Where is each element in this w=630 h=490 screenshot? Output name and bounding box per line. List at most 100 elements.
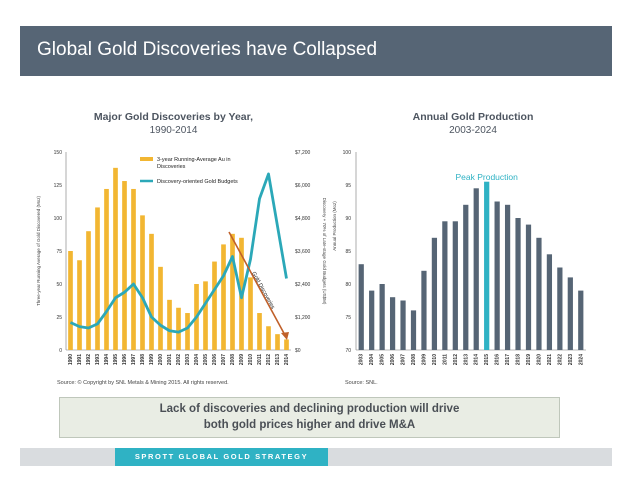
x-tick-label: 1991 <box>77 354 83 365</box>
x-tick-label: 1992 <box>86 354 92 365</box>
left-tick-label: 100 <box>54 216 63 222</box>
production-x-tick-label: 2015 <box>484 354 490 365</box>
production-x-tick-label: 2010 <box>432 354 438 365</box>
production-x-tick-label: 2008 <box>411 354 417 365</box>
production-bar <box>536 237 542 350</box>
right-tick-label: $1,200 <box>295 315 311 321</box>
decline-arrow <box>228 231 287 338</box>
x-tick-label: 2007 <box>221 354 227 365</box>
x-tick-label: 1999 <box>149 354 155 365</box>
production-tick-label: 95 <box>345 183 351 189</box>
production-x-tick-label: 2019 <box>526 354 532 365</box>
x-tick-label: 2003 <box>185 354 191 365</box>
discovery-bar <box>158 266 163 350</box>
footer-strip: SPROTT GLOBAL GOLD STRATEGY <box>115 448 328 466</box>
production-bar <box>421 270 427 350</box>
legend-swatch-discoveries <box>140 157 153 161</box>
production-chart: Annual Gold Production 2003-2024 70 75 80 85 9… <box>332 111 586 365</box>
discovery-bar <box>248 277 253 350</box>
production-bar <box>525 224 532 350</box>
decline-arrow-head <box>281 332 289 340</box>
production-bar <box>400 300 406 350</box>
x-tick-label: 1996 <box>122 354 128 365</box>
production-x-tick-label: 2022 <box>557 354 563 365</box>
production-bar <box>504 204 511 350</box>
discovery-bar <box>113 167 118 350</box>
production-x-tick-label: 2023 <box>568 354 574 365</box>
x-tick-label: 1993 <box>95 354 101 365</box>
production-title: Annual Gold Production <box>413 111 534 123</box>
x-tick-label: 2009 <box>239 354 245 365</box>
message-line-1: Lack of discoveries and declining produc… <box>159 403 460 415</box>
production-x-tick-label: 2020 <box>536 354 542 365</box>
production-bar <box>473 188 479 350</box>
production-bar <box>369 290 375 350</box>
production-bar <box>546 254 553 350</box>
discovery-bar <box>149 233 154 350</box>
discovery-bar <box>176 307 181 350</box>
x-tick-label: 1997 <box>131 354 137 365</box>
production-x-tick-label: 2014 <box>474 354 480 365</box>
x-tick-label: 1994 <box>104 354 110 365</box>
x-tick-label: 1995 <box>113 354 119 365</box>
production-subtitle: 2003-2024 <box>449 125 497 136</box>
production-x-tick-label: 2018 <box>516 354 522 365</box>
discovery-bar <box>203 281 208 350</box>
discovery-bar <box>275 334 280 350</box>
peak-production-bar <box>484 181 490 350</box>
discovery-bar <box>68 251 73 350</box>
production-bar <box>567 277 573 350</box>
production-tick-label: 85 <box>345 249 351 255</box>
discovery-bar <box>257 313 262 350</box>
discovery-bar <box>131 188 136 350</box>
discovery-bar <box>266 326 271 350</box>
discovery-bar <box>167 299 172 350</box>
production-tick-label: 75 <box>345 315 351 321</box>
x-tick-label: 2012 <box>266 354 272 365</box>
legend-label-budgets: Discovery-oriented Gold Budgets <box>157 179 238 185</box>
production-bar <box>431 237 438 350</box>
x-tick-label: 1990 <box>68 354 74 365</box>
left-tick-label: 25 <box>56 315 62 321</box>
production-tick-label: 90 <box>345 216 351 222</box>
production-x-tick-label: 2016 <box>495 354 501 365</box>
left-tick-label: 50 <box>56 282 62 288</box>
x-tick-label: 2002 <box>176 354 182 365</box>
discovery-bar <box>104 188 109 350</box>
discovery-bar <box>185 313 190 350</box>
production-source: Source: SNL. <box>345 380 378 386</box>
discoveries-source: Source: © Copyright by SNL Metals & Mini… <box>57 380 229 386</box>
production-bar <box>452 221 458 350</box>
production-bar <box>578 290 584 350</box>
x-tick-label: 2013 <box>275 354 281 365</box>
right-axis-title: Discovery + 70% of Late-stage Gold Budge… <box>322 198 327 305</box>
right-tick-label: $3,600 <box>295 249 311 255</box>
production-bar <box>389 297 396 350</box>
x-tick-label: 1998 <box>140 354 146 365</box>
left-tick-label: 0 <box>59 348 62 354</box>
x-tick-label: 2008 <box>230 354 236 365</box>
production-x-tick-label: 2011 <box>442 354 448 365</box>
production-bar <box>358 264 364 350</box>
discoveries-title: Major Gold Discoveries by Year, <box>94 111 253 123</box>
production-bar <box>442 221 448 350</box>
left-tick-label: 75 <box>56 249 62 255</box>
x-tick-label: 2005 <box>203 354 209 365</box>
x-tick-label: 2004 <box>194 354 200 365</box>
right-tick-label: $4,800 <box>295 216 311 222</box>
left-tick-label: 125 <box>54 183 63 189</box>
x-tick-label: 2014 <box>284 354 290 365</box>
discoveries-chart: Major Gold Discoveries by Year, 1990-2014… <box>36 111 327 365</box>
discovery-bar <box>230 233 235 350</box>
discovery-bar <box>140 215 145 350</box>
discovery-bar <box>86 231 91 350</box>
production-x-tick-label: 2009 <box>421 354 427 365</box>
right-tick-label: $0 <box>295 348 301 354</box>
budget-line <box>69 172 288 334</box>
footer-label: SPROTT GLOBAL GOLD STRATEGY <box>134 452 309 461</box>
production-x-tick-label: 2012 <box>453 354 459 365</box>
production-tick-label: 100 <box>343 150 352 156</box>
discovery-bar <box>122 181 127 350</box>
production-tick-label: 70 <box>345 348 351 354</box>
discovery-bar <box>212 261 217 350</box>
